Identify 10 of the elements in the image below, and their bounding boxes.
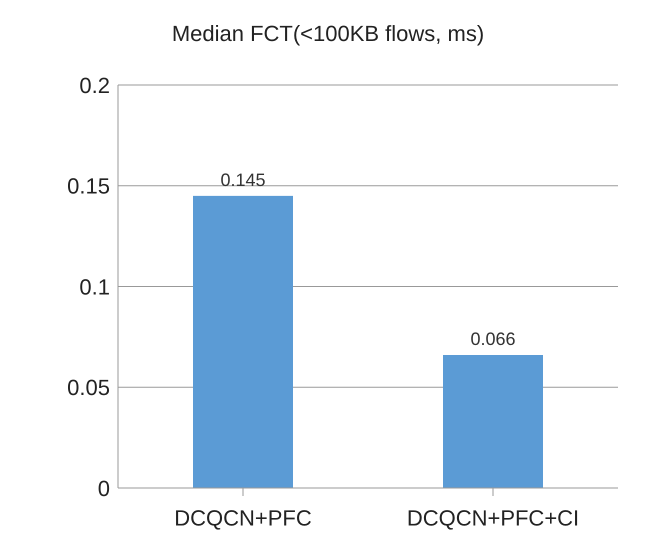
data-label: 0.066 <box>470 329 516 350</box>
y-tick-label: 0 <box>98 476 110 501</box>
data-label: 0.145 <box>220 170 266 190</box>
y-tick-label: 0.2 <box>79 72 110 98</box>
y-tick-label: 0.15 <box>67 174 110 199</box>
chart-title: Median FCT(<100KB flows, ms) <box>170 20 486 48</box>
x-tick-label: DCQCN+PFC <box>174 506 312 531</box>
y-tick-label: 0.05 <box>67 375 110 400</box>
y-tick-label: 0.1 <box>79 274 110 300</box>
x-tick-label: DCQCN+PFC+CI <box>406 506 580 531</box>
